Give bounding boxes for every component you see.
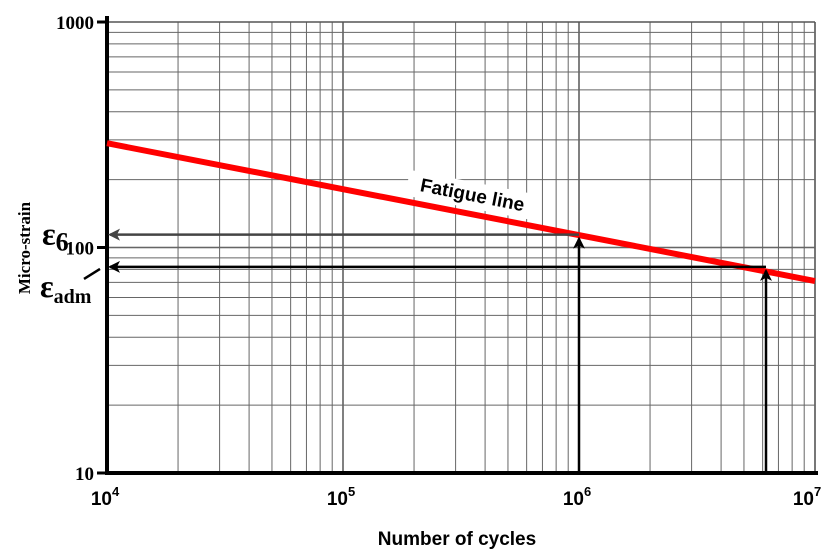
y-axis-label: Micro-strain [15, 201, 34, 294]
epsilon-adm-subscript: adm [54, 286, 92, 308]
fatigue-line-label-bg [405, 169, 540, 221]
annotations: ε6 εadm [40, 216, 773, 473]
epsilon-adm-label: εadm [40, 268, 92, 308]
x-tick-label: 105 [327, 484, 355, 510]
x-ticks: 104 105 106 107 [91, 484, 821, 510]
x-tick-exponent: 6 [584, 484, 591, 499]
x-tick-exponent: 7 [814, 484, 821, 499]
y-tick-label: 100 [66, 239, 95, 260]
axes [105, 16, 818, 475]
x-tick-label: 107 [793, 484, 821, 510]
epsilon-adm-pointer [83, 267, 101, 280]
series: Fatigue line [106, 140, 816, 284]
y-tick-label: 10 [75, 464, 94, 485]
y-tick-label: 1000 [56, 13, 94, 34]
x-tick-label: 104 [91, 484, 120, 510]
x-tick-label: 106 [563, 484, 591, 510]
fatigue-line [106, 140, 816, 284]
x-axis-label: Number of cycles [378, 529, 536, 550]
x-tick-exponent: 4 [112, 484, 120, 499]
epsilon-6-subscript: 6 [56, 228, 69, 257]
grid [107, 21, 816, 473]
y-ticks: 10 100 1000 [56, 13, 107, 485]
x-tick-exponent: 5 [348, 484, 355, 499]
epsilon-6-label: ε6 [42, 216, 69, 257]
